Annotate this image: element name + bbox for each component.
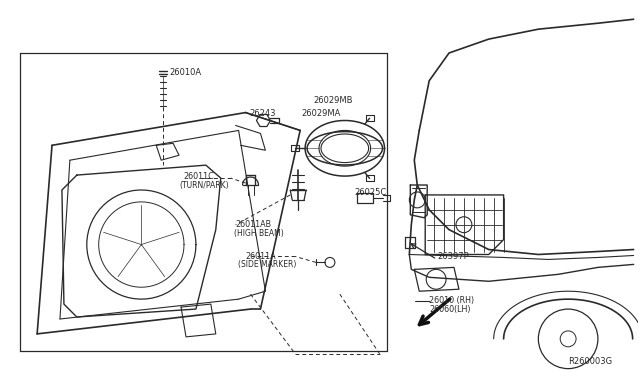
Text: (TURN/PARK): (TURN/PARK) xyxy=(179,181,228,190)
Text: R260003G: R260003G xyxy=(568,357,612,366)
Text: 26010 (RH): 26010 (RH) xyxy=(429,296,474,305)
Text: 26011AB: 26011AB xyxy=(236,220,272,229)
Text: (SIDE MARKER): (SIDE MARKER) xyxy=(237,260,296,269)
Text: 26060(LH): 26060(LH) xyxy=(429,305,470,314)
Text: (HIGH BEAM): (HIGH BEAM) xyxy=(234,229,284,238)
Text: 26011A: 26011A xyxy=(246,251,276,260)
Text: 26397P: 26397P xyxy=(437,251,469,260)
Text: 26029MA: 26029MA xyxy=(301,109,340,118)
Text: 26025C: 26025C xyxy=(355,188,387,197)
Text: 26243: 26243 xyxy=(250,109,276,118)
Text: 26029MB: 26029MB xyxy=(313,96,353,105)
Text: 26011C: 26011C xyxy=(183,172,214,181)
Text: 26010A: 26010A xyxy=(169,68,201,77)
